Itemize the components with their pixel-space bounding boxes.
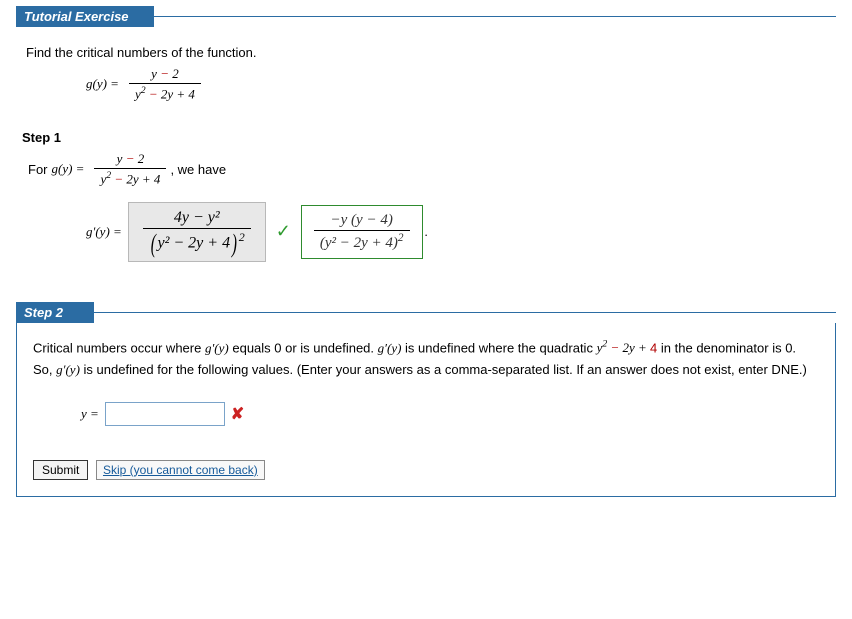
- step2-rule: [94, 312, 836, 313]
- skip-button[interactable]: Skip (you cannot come back): [96, 460, 265, 480]
- header-rule: [154, 16, 836, 17]
- step1-pre: For: [28, 162, 48, 177]
- def-den-sup: 2: [141, 85, 146, 96]
- answer-row: y = ✘: [81, 402, 819, 426]
- step2-text: Critical numbers occur where g′(y) equal…: [33, 337, 819, 382]
- step2-title: Step 2: [16, 302, 94, 323]
- step1-label: Step 1: [22, 130, 830, 145]
- def-num-op: −: [160, 66, 169, 81]
- correct-num: −y (y − 4): [314, 212, 410, 231]
- correct-den-sup: 2: [398, 232, 404, 244]
- correct-den-inner: y² − 2y + 4: [325, 235, 393, 251]
- step1-lhs: g(y) =: [52, 161, 85, 177]
- tutorial-exercise-title: Tutorial Exercise: [16, 6, 154, 27]
- question-prompt: Find the critical numbers of the functio…: [26, 45, 830, 60]
- entered-num: 4y − y²: [143, 209, 251, 229]
- gprime-lhs: g′(y) =: [86, 224, 122, 240]
- step1-post: , we have: [170, 162, 226, 177]
- trailing-period: .: [425, 224, 428, 240]
- tutorial-exercise-header: Tutorial Exercise: [16, 6, 836, 27]
- answer-input[interactable]: [105, 402, 225, 426]
- def-den-op: −: [149, 86, 158, 101]
- step2-header: Step 2: [16, 302, 836, 323]
- function-definition: g(y) = y − 2 y2 − 2y + 4: [86, 66, 830, 102]
- cross-icon: ✘: [231, 404, 244, 424]
- answer-lhs: y =: [81, 406, 99, 422]
- definition-lhs: g(y) =: [86, 76, 119, 92]
- correct-answer-box: −y (y − 4) (y² − 2y + 4)2: [301, 205, 423, 259]
- step1-line1: For g(y) = y − 2 y2 − 2y + 4 , we have: [28, 151, 830, 187]
- def-num-pre: y: [151, 66, 160, 81]
- step1-line2: g′(y) = 4y − y² (y² − 2y + 4)2 ✓ −y (y −…: [86, 202, 830, 262]
- def-den-post: 2y + 4: [158, 86, 195, 101]
- button-row: Submit Skip (you cannot come back): [33, 460, 819, 480]
- checkmark-icon: ✓: [276, 221, 291, 242]
- entered-den-sup: 2: [239, 230, 245, 244]
- entered-answer-box: 4y − y² (y² − 2y + 4)2: [128, 202, 266, 262]
- step2-body: Critical numbers occur where g′(y) equal…: [16, 323, 836, 497]
- def-num-post: 2: [169, 66, 179, 81]
- entered-den-inner: y² − 2y + 4: [157, 234, 230, 251]
- submit-button[interactable]: Submit: [33, 460, 88, 480]
